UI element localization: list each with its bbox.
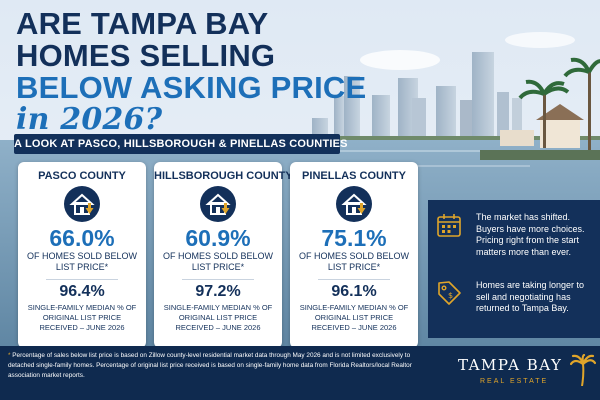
svg-text:$: $: [448, 291, 453, 300]
footnote-star: *: [8, 352, 11, 359]
brand-name: TAMPA BAY: [458, 356, 563, 374]
divider: [318, 279, 390, 280]
below-list-percent: 60.9%: [185, 225, 251, 251]
median-list-label: SINGLE-FAMILY MEDIAN % OF ORIGINAL LIST …: [299, 303, 409, 332]
calendar-icon: [437, 214, 461, 237]
brand-logo: TAMPA BAY REAL ESTATE: [458, 354, 598, 396]
county-card-pinellas: PINELLAS COUNTY 75.1% OF HOMES SOLD BELO…: [290, 162, 418, 348]
divider: [182, 279, 254, 280]
median-list-label: SINGLE-FAMILY MEDIAN % OF ORIGINAL LIST …: [27, 303, 137, 332]
insight-text-market: The market has shifted. Buyers have more…: [476, 212, 585, 257]
county-card-pasco: PASCO COUNTY 66.0% OF HOMES SOLD BELOW L…: [18, 162, 146, 348]
footnote-text: Percentage of sales below list price is …: [8, 352, 412, 379]
home-down-arrow-icon: [200, 186, 236, 222]
headline-line-2: HOMES SELLING: [16, 38, 276, 73]
median-list-percent: 97.2%: [195, 283, 241, 300]
footnote: * Percentage of sales below list price i…: [8, 351, 418, 381]
below-list-label: OF HOMES SOLD BELOW LIST PRICE*: [162, 251, 274, 272]
county-name: PINELLAS COUNTY: [302, 170, 406, 182]
below-list-percent: 75.1%: [321, 225, 387, 251]
headline: ARE TAMPA BAY HOMES SELLING BELOW ASKING…: [16, 6, 367, 137]
median-list-label: SINGLE-FAMILY MEDIAN % OF ORIGINAL LIST …: [163, 303, 273, 332]
county-cards: PASCO COUNTY 66.0% OF HOMES SOLD BELOW L…: [18, 162, 418, 348]
home-down-arrow-icon: [64, 186, 100, 222]
headline-line-3: BELOW ASKING PRICE: [16, 70, 367, 105]
headline-line-4: in 2026?: [16, 102, 163, 137]
median-list-percent: 96.4%: [59, 283, 105, 300]
headline-line-1: ARE TAMPA BAY: [16, 6, 269, 41]
footer: * Percentage of sales below list price i…: [0, 346, 600, 400]
brand-tagline: REAL ESTATE: [480, 378, 549, 385]
median-list-percent: 96.1%: [331, 283, 377, 300]
divider: [46, 279, 118, 280]
below-list-percent: 66.0%: [49, 225, 115, 251]
below-list-label: OF HOMES SOLD BELOW LIST PRICE*: [26, 251, 138, 272]
palm-tree-icon: [570, 354, 596, 386]
county-card-hillsborough: HILLSBOROUGH COUNTY 60.9% OF HOMES SOLD …: [154, 162, 293, 348]
below-list-label: OF HOMES SOLD BELOW LIST PRICE*: [298, 251, 410, 272]
county-name: HILLSBOROUGH COUNTY: [154, 170, 293, 182]
insight-text-negotiating: Homes are taking longer to sell and nego…: [476, 280, 585, 313]
county-name: PASCO COUNTY: [38, 170, 126, 182]
price-tag-icon: $: [438, 281, 461, 305]
home-down-arrow-icon: [336, 186, 372, 222]
insight-panel: The market has shifted. Buyers have more…: [428, 200, 600, 338]
subtitle-banner: A LOOK AT PASCO, HILLSBOROUGH & PINELLAS…: [14, 134, 348, 154]
